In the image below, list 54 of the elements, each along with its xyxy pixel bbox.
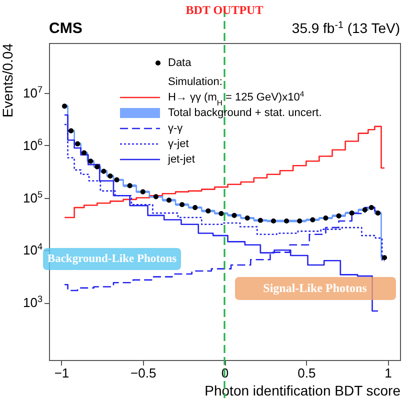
point	[62, 104, 68, 109]
legend-label: H→ γγ (m$_{H}$ = 125 GeV)x10$^{4}$	[168, 89, 305, 107]
point	[362, 207, 368, 212]
point	[336, 213, 342, 218]
text: CMS	[49, 20, 82, 37]
annotation: Background-Like Photons	[47, 253, 178, 265]
point	[258, 218, 263, 223]
point	[375, 210, 381, 216]
legend-label: γ-γ	[168, 122, 184, 134]
point	[180, 202, 185, 208]
point	[108, 173, 113, 179]
x-axis-title: Photon identification BDT score	[204, 382, 401, 398]
point	[323, 216, 328, 221]
point	[244, 216, 250, 221]
point	[140, 189, 146, 194]
legend-label: γ-jet	[168, 138, 189, 150]
x-tick-label: −0.5	[130, 366, 156, 380]
point	[68, 128, 74, 134]
y-tick-label: 10$^{6}$	[22, 136, 42, 153]
y-tick-label: 10$^{5}$	[22, 189, 42, 206]
point	[127, 183, 132, 188]
x-tick-label: 1	[384, 366, 392, 380]
legend-title: Simulation:	[168, 76, 222, 88]
legend-label: Total background + stat. uncert.	[168, 107, 322, 119]
legend-label: jet-jet	[167, 154, 195, 166]
point	[114, 177, 120, 182]
x-tick-label: 0.5	[298, 366, 316, 380]
point	[101, 168, 106, 174]
point	[218, 210, 224, 216]
point	[94, 164, 100, 170]
point	[166, 198, 172, 203]
chart-title: BDT OUTPUT	[186, 3, 264, 17]
point	[382, 255, 388, 260]
text: 35.9 fb$^{-1}$ (13 TeV)	[292, 20, 400, 36]
y-axis-title: Events/0.04	[0, 43, 16, 118]
y-tick-label: 10$^{4}$	[22, 242, 42, 258]
y-tick-label: 10$^{7}$	[22, 84, 42, 100]
point	[82, 150, 87, 156]
point	[75, 141, 80, 146]
x-tick-label: −1	[54, 366, 70, 380]
point	[192, 205, 198, 210]
point	[349, 210, 354, 216]
point	[88, 158, 94, 164]
point	[368, 205, 374, 210]
legend-label: Data	[168, 57, 192, 69]
point	[206, 208, 211, 214]
point	[310, 217, 316, 222]
y-tick-label: 10$^{3}$	[22, 294, 42, 310]
point	[232, 212, 237, 218]
annotation: Signal-Like Photons	[263, 281, 368, 295]
point	[284, 218, 290, 224]
point	[153, 194, 158, 200]
point	[297, 218, 302, 224]
point	[270, 218, 276, 224]
